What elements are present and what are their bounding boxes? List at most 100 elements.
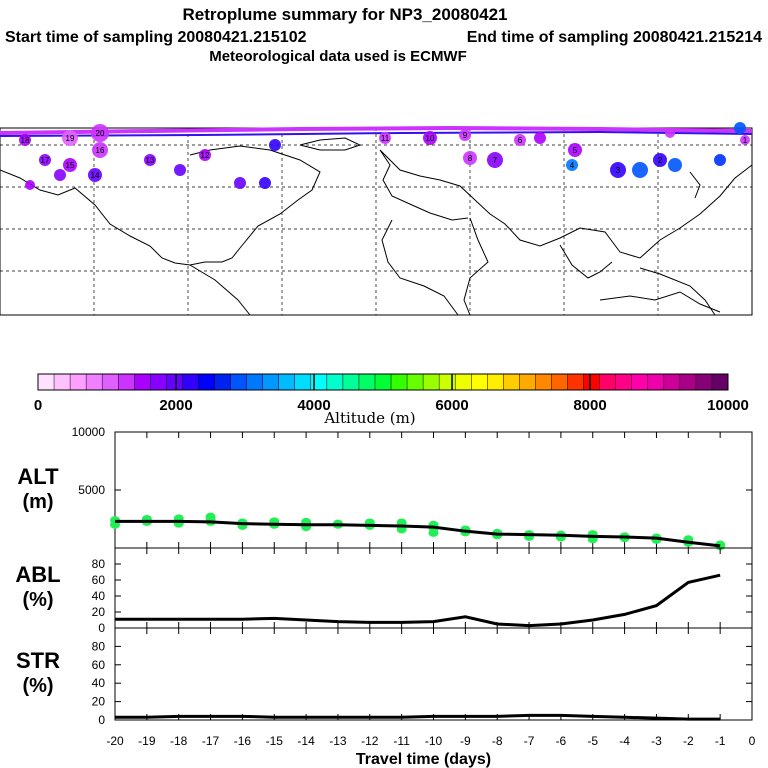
plume-cluster-marker xyxy=(269,139,281,151)
plume-track-lower xyxy=(0,130,753,137)
panel-alt: 10000 5000 ALT(m) xyxy=(17,425,753,551)
plume-cluster-marker xyxy=(88,168,102,182)
colorbar-cell xyxy=(567,374,584,390)
plume-cluster-number: 8 xyxy=(468,154,473,163)
colorbar-cell xyxy=(358,374,376,390)
plume-cluster-marker xyxy=(734,122,746,134)
colorbar-cell xyxy=(407,374,424,390)
plume-cluster-marker xyxy=(463,151,477,165)
x-tick-label: -6 xyxy=(556,734,567,748)
colorbar-cell xyxy=(198,374,215,390)
x-tick-label: -8 xyxy=(492,734,503,748)
colorbar-tick-label: 0 xyxy=(34,397,42,414)
x-tick-label: -2 xyxy=(683,734,694,748)
colorbar-cell xyxy=(342,374,360,390)
colorbar-cell xyxy=(423,374,440,390)
series-line-str xyxy=(115,713,721,721)
colorbar-cell xyxy=(391,374,408,390)
altitude-scatter-point xyxy=(428,528,439,537)
colorbar-cell xyxy=(166,374,183,390)
plume-cluster-marker xyxy=(54,169,66,181)
colorbar-cell xyxy=(519,374,536,390)
plume-cluster-marker xyxy=(566,159,578,171)
start-time-label: Start time of sampling 20080421.215102 xyxy=(5,29,307,46)
y-tick-label: 40 xyxy=(92,676,106,690)
colorbar-cell xyxy=(631,374,649,390)
colorbar-tick-label: 2000 xyxy=(159,397,192,414)
colorbar-cell xyxy=(503,374,520,390)
plume-cluster-marker xyxy=(459,129,471,141)
y-tick-label: 10000 xyxy=(72,425,106,439)
x-axis-label: Travel time (days) xyxy=(356,751,491,768)
panel-frame xyxy=(114,627,753,721)
panel-yunit: (m) xyxy=(22,491,53,513)
plume-cluster-number: 7 xyxy=(493,156,498,165)
colorbar-cell xyxy=(374,374,392,390)
plume-cluster-number: 16 xyxy=(96,146,105,155)
x-tick-label: -12 xyxy=(361,734,379,748)
world-map: 20 19 18 17 16 15 14 13 12 11 10 9 8 7 6 5 4 3 2 1 xyxy=(0,122,753,316)
plume-cluster-marker xyxy=(487,152,503,168)
plume-cluster-marker xyxy=(91,124,109,142)
plume-cluster-marker xyxy=(423,131,437,145)
plume-cluster-number: 13 xyxy=(146,156,155,165)
plume-cluster-marker xyxy=(514,134,526,146)
y-tick-label: 80 xyxy=(92,557,106,571)
x-tick-label: -16 xyxy=(234,734,252,748)
y-tick-label: 20 xyxy=(92,605,106,619)
y-tick-label: 40 xyxy=(92,589,106,603)
plume-cluster-marker xyxy=(610,162,626,178)
panel-ylabel: STR xyxy=(16,648,60,673)
coastlines xyxy=(0,137,753,316)
colorbar-cell xyxy=(246,374,263,390)
colorbar-cell xyxy=(663,374,681,390)
plume-cluster-marker xyxy=(668,158,682,172)
x-tick-label: -7 xyxy=(524,734,535,748)
colorbar-cell xyxy=(230,374,247,390)
colorbar-cell xyxy=(278,374,296,390)
plume-cluster-number: 10 xyxy=(426,134,435,143)
y-tick-label: 60 xyxy=(92,573,106,587)
colorbar-cell xyxy=(551,374,568,390)
x-tick-label: -17 xyxy=(202,734,220,748)
colorbar-frame xyxy=(37,373,729,391)
plume-cluster-number: 12 xyxy=(201,151,210,160)
altitude-colorbar: 0 2000 4000 6000 8000 10000 Altitude (m) xyxy=(34,373,749,427)
colorbar-tick-label: 10000 xyxy=(707,397,749,414)
x-tick-label: -20 xyxy=(106,734,124,748)
y-tick-label: 0 xyxy=(98,713,105,727)
series-line-alt xyxy=(115,519,721,548)
x-tick-label: -19 xyxy=(138,734,156,748)
colorbar-cell xyxy=(310,374,328,390)
plume-cluster-number: 20 xyxy=(96,129,105,138)
colorbar-cell xyxy=(583,374,600,390)
time-series-panels: 100005000ALT(m)806040200ABL(%)806040200S… xyxy=(15,425,755,768)
plume-cluster-number: 1 xyxy=(743,136,748,145)
plume-cluster-marker xyxy=(199,149,211,161)
plume-cluster-number: 6 xyxy=(518,136,523,145)
colorbar-tick-label: 8000 xyxy=(573,397,606,414)
colorbar-tick-label: 4000 xyxy=(297,397,330,414)
y-tick-label: 0 xyxy=(98,621,105,635)
plume-cluster-marker xyxy=(632,162,648,178)
x-tick-label: -11 xyxy=(393,734,410,748)
colorbar-cell xyxy=(294,374,312,390)
plume-cluster-marker xyxy=(63,158,77,172)
colorbar-cell xyxy=(262,374,279,390)
plume-cluster-marker xyxy=(62,130,78,146)
plume-cluster-marker xyxy=(534,132,546,144)
x-tick-label: -10 xyxy=(425,734,443,748)
colorbar-cell xyxy=(86,374,103,390)
plume-cluster-marker xyxy=(568,143,582,157)
colorbar-cell xyxy=(695,374,713,390)
panel-frame xyxy=(114,547,753,629)
plume-cluster-marker xyxy=(379,132,391,144)
plume-cluster-number: 3 xyxy=(616,166,621,175)
x-tick-label: -18 xyxy=(170,734,188,748)
plume-cluster-number: 9 xyxy=(463,131,468,140)
colorbar-cell xyxy=(615,374,633,390)
colorbar-tick-label: 6000 xyxy=(435,397,468,414)
plume-cluster-marker xyxy=(39,154,51,166)
plume-cluster-marker xyxy=(92,142,108,158)
